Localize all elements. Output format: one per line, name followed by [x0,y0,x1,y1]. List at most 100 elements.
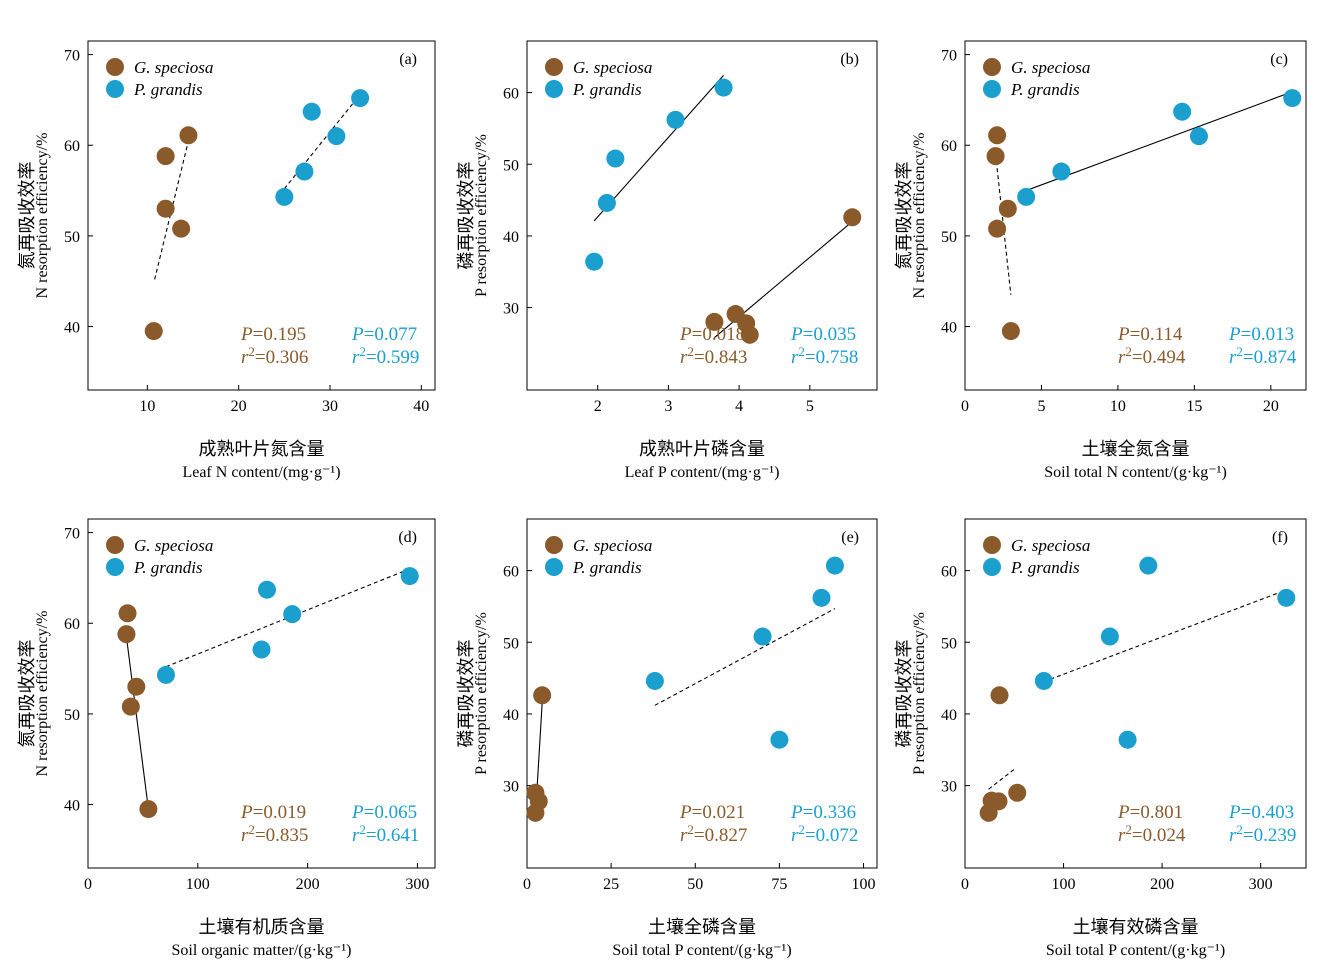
fit-line-p-grandis [654,608,836,706]
stat-r2-value: 0.239 [1254,825,1297,846]
x-tick-label: 40 [413,398,429,415]
data-point-p-grandis [1100,627,1119,646]
chart-panel: 0 25 50 75 100 30 40 50 60 土壤全磷含量 Soil total P con… [456,518,878,959]
legend-marker-p-grandis [983,558,1001,576]
stat-r2-value: 0.843 [705,347,748,368]
stat-p-value: 0.114 [1140,324,1183,345]
stat-p-g-speciosa: P=0.018 [679,324,745,345]
fit-line-p-grandis [1043,589,1287,683]
fit-line-g-speciosa [125,636,149,810]
stat-p-g-speciosa: P=0.021 [679,802,745,823]
data-point-g-speciosa [172,219,191,238]
stat-r2-value: 0.072 [816,825,859,846]
stat-p-value: 0.077 [374,324,417,345]
panel-label: (e) [841,529,859,546]
x-tick-label: 10 [139,398,155,415]
stat-r2-value: 0.024 [1143,825,1186,846]
legend-marker-p-grandis [106,558,124,576]
y-axis-title-en: P resorption efficiency/% [473,612,490,775]
legend-marker-g-speciosa [106,58,124,76]
x-tick-label: 100 [186,876,210,893]
data-point-p-grandis [666,110,685,129]
x-tick-label: 0 [961,876,969,893]
y-tick-label: 50 [64,229,80,246]
panel-label: (d) [398,529,417,546]
stat-r2-value: 0.641 [377,825,420,846]
x-tick-label: 0 [523,876,531,893]
chart-panel: 0 5 10 15 20 40 50 60 70 土壤全氮含量 Soil total N conte… [894,40,1307,481]
stat-r2-value: 0.306 [266,347,309,368]
x-axis-title-cn: 土壤有机质含量 [199,917,325,938]
y-tick-label: 50 [941,229,957,246]
data-point-g-speciosa [127,677,146,696]
y-tick-label: 40 [64,320,80,337]
y-tick-label: 70 [941,48,957,65]
y-tick-label: 60 [503,86,519,103]
panel-label: (f) [1272,529,1288,546]
data-point-p-grandis [1034,671,1053,690]
x-tick-label: 200 [1150,876,1174,893]
legend-marker-p-grandis [983,80,1001,98]
legend-label-g-speciosa: G. speciosa [134,58,213,77]
x-tick-label: 200 [296,876,320,893]
y-axis-title-cn: 氮再吸收效率 [17,162,38,270]
data-point-p-grandis [283,605,302,624]
y-axis-title-cn: 氮再吸收效率 [17,640,38,748]
data-point-p-grandis [812,588,831,607]
x-axis-title-cn: 成熟叶片磷含量 [639,439,765,460]
x-tick-label: 300 [1249,876,1273,893]
stat-r2-value: 0.758 [816,347,859,368]
stat-p-value: 0.021 [702,802,745,823]
data-point-g-speciosa [998,199,1017,218]
fit-line-p-grandis [165,568,410,668]
stat-p-g-speciosa: P=0.195 [240,324,306,345]
legend-label-g-speciosa: G. speciosa [1011,58,1090,77]
data-point-g-speciosa [1001,322,1020,341]
x-axis-title-en: Soil organic matter/(g·kg⁻¹) [171,942,351,959]
x-axis-title-en: Soil total N content/(g·kg⁻¹) [1044,464,1227,481]
legend-marker-g-speciosa [983,58,1001,76]
x-axis-title-en: Soil total P content/(g·kg⁻¹) [1046,942,1225,959]
x-axis-title-en: Soil total P content/(g·kg⁻¹) [612,942,791,959]
legend-label-g-speciosa: G. speciosa [573,536,652,555]
y-axis-title-en: P resorption efficiency/% [911,612,928,775]
legend-marker-p-grandis [545,80,563,98]
data-point-g-speciosa [139,800,158,819]
stat-p-p-grandis: P=0.065 [351,802,417,823]
y-tick-label: 50 [503,157,519,174]
plot-frame [526,518,878,869]
stat-r2-g-speciosa: r2=0.843 [680,344,747,368]
fit-line-p-grandis [283,94,361,190]
y-axis-title-cn: 磷再吸收效率 [894,640,915,748]
y-tick-label: 40 [941,707,957,724]
data-point-g-speciosa [979,803,998,822]
x-axis-title-cn: 土壤有效磷含量 [1073,917,1199,938]
stat-p-value: 0.403 [1251,802,1294,823]
data-point-p-grandis [1118,730,1137,749]
legend-label-p-grandis: P. grandis [572,558,642,577]
y-tick-label: 60 [503,564,519,581]
y-tick-label: 50 [503,635,519,652]
y-tick-label: 60 [941,564,957,581]
x-axis-title-cn: 土壤全磷含量 [648,917,756,938]
x-tick-label: 5 [806,398,814,415]
stat-p-value: 0.035 [813,324,856,345]
y-tick-label: 60 [64,138,80,155]
data-point-g-speciosa [179,126,198,145]
stat-r2-p-grandis: r2=0.599 [352,344,419,368]
y-tick-label: 40 [941,320,957,337]
stat-p-value: 0.195 [263,324,306,345]
y-axis-title-cn: 磷再吸收效率 [456,640,477,748]
legend-marker-g-speciosa [545,58,563,76]
stat-r2-g-speciosa: r2=0.494 [1118,344,1186,368]
x-tick-label: 10 [1110,398,1126,415]
data-point-p-grandis [257,580,276,599]
chart-panel: 0 100 200 300 40 50 60 70 土壤有机质含量 Soil organic ma… [17,518,436,959]
y-axis-title-en: N resorption efficiency/% [911,133,928,299]
stat-p-g-speciosa: P=0.801 [1117,802,1183,823]
y-tick-label: 60 [64,616,80,633]
data-point-p-grandis [156,665,175,684]
legend-marker-g-speciosa [545,536,563,554]
chart-panel: 0 100 200 300 30 40 50 60 土壤有效磷含量 Soil total P co… [894,518,1307,959]
data-point-p-grandis [1052,162,1071,181]
